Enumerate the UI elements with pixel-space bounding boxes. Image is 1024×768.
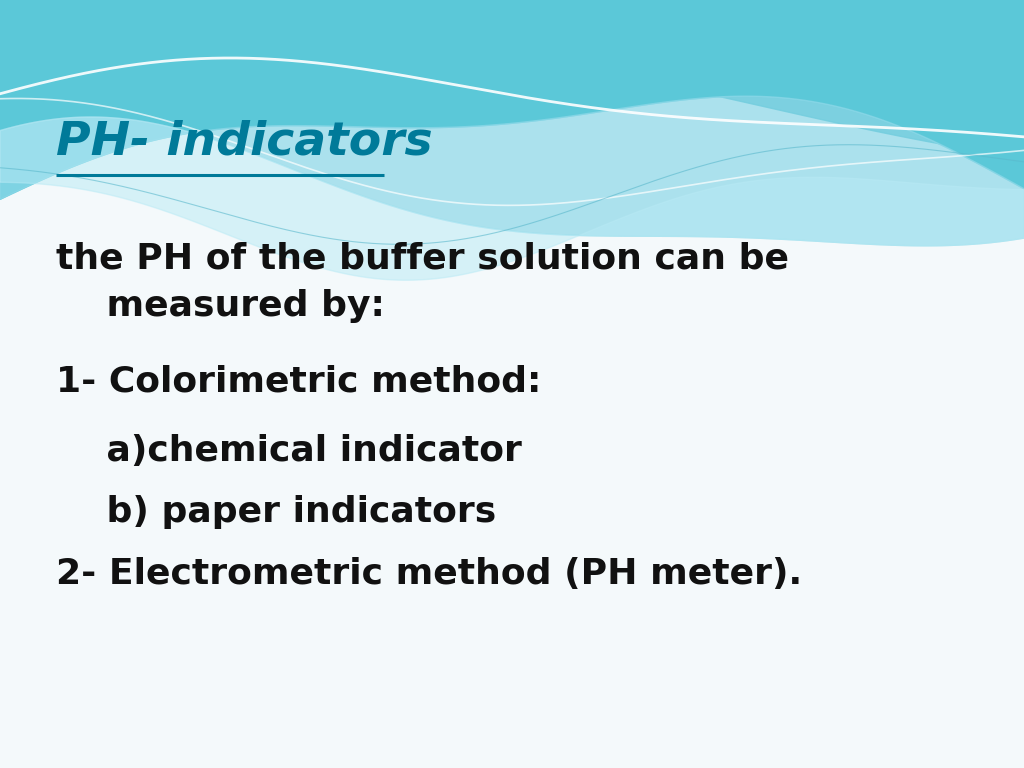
Text: 2- Electrometric method (PH meter).: 2- Electrometric method (PH meter). (56, 557, 803, 591)
Text: PH- indicators: PH- indicators (56, 119, 433, 164)
Text: b) paper indicators: b) paper indicators (56, 495, 497, 529)
Text: a)chemical indicator: a)chemical indicator (56, 434, 522, 468)
Text: 1- Colorimetric method:: 1- Colorimetric method: (56, 365, 542, 399)
Text: the PH of the buffer solution can be
    measured by:: the PH of the buffer solution can be mea… (56, 242, 790, 323)
